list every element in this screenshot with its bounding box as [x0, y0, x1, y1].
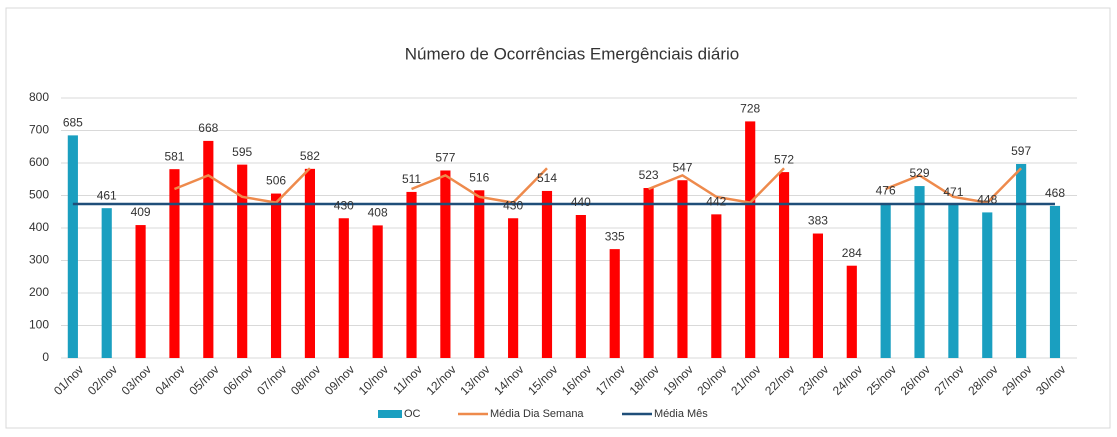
bar: [135, 225, 146, 358]
bar: [914, 186, 925, 358]
bar: [270, 193, 282, 358]
legend-swatch: [378, 410, 402, 418]
data-label: 335: [605, 229, 625, 243]
data-label: 581: [164, 149, 184, 163]
y-tick-label: 500: [29, 188, 49, 202]
y-tick-label: 100: [29, 318, 49, 332]
bar: [541, 190, 553, 358]
bar: [677, 180, 688, 358]
bar: [982, 212, 993, 358]
data-label: 448: [977, 193, 997, 207]
data-label: 595: [232, 145, 252, 159]
y-tick-label: 300: [29, 253, 49, 267]
data-label: 523: [639, 168, 659, 182]
bar: [812, 233, 823, 358]
bar: [948, 204, 959, 358]
legend-label: Média Dia Semana: [490, 408, 584, 420]
data-label: 685: [63, 116, 83, 130]
bar: [880, 203, 891, 358]
data-label: 516: [469, 170, 489, 184]
data-label: 547: [672, 160, 692, 174]
data-label: 442: [706, 195, 726, 209]
y-tick-label: 400: [29, 220, 49, 234]
data-label: 284: [842, 246, 862, 260]
y-tick-label: 200: [29, 285, 49, 299]
bar: [609, 249, 620, 358]
bar: [67, 135, 78, 358]
bar: [1049, 205, 1061, 358]
data-label: 471: [943, 185, 963, 199]
bar: [778, 172, 790, 358]
data-label: 476: [876, 183, 896, 197]
data-label: 430: [503, 198, 523, 212]
data-label: 514: [537, 171, 557, 185]
y-tick-label: 800: [29, 90, 49, 104]
bar: [169, 169, 180, 358]
bar: [1016, 163, 1027, 358]
legend-label: OC: [404, 408, 421, 420]
bar: [304, 168, 315, 358]
bar: [846, 265, 857, 358]
data-label: 582: [300, 149, 320, 163]
data-label: 440: [571, 195, 591, 209]
data-label: 668: [198, 121, 218, 135]
data-label: 572: [774, 152, 794, 166]
bar: [372, 225, 383, 358]
bar: [508, 218, 519, 358]
bar: [711, 214, 722, 358]
y-tick-label: 600: [29, 155, 49, 169]
y-tick-label: 700: [29, 123, 49, 137]
data-label: 506: [266, 174, 286, 188]
bar: [203, 140, 214, 358]
data-label: 529: [910, 166, 930, 180]
bar: [101, 208, 112, 358]
y-tick-label: 0: [42, 350, 49, 364]
bar: [643, 188, 654, 358]
data-label: 461: [97, 188, 117, 202]
data-label: 597: [1011, 144, 1031, 158]
data-label: 577: [435, 151, 455, 165]
data-label: 430: [334, 198, 354, 212]
line: [173, 167, 1023, 204]
bar: [338, 218, 349, 358]
data-label: 728: [740, 102, 760, 116]
bar: [745, 121, 756, 359]
legend-label: Média Mês: [654, 408, 708, 420]
data-label: 468: [1045, 186, 1065, 200]
data-label: 383: [808, 214, 828, 228]
bar: [237, 164, 248, 358]
bar: [575, 215, 586, 358]
data-label: 409: [131, 205, 151, 219]
data-label: 408: [368, 206, 388, 220]
bar: [474, 190, 485, 358]
chart-title: Número de Ocorrências Emergênciais diári…: [405, 44, 739, 63]
data-label: 511: [402, 172, 421, 186]
bar: [440, 170, 451, 358]
bar: [406, 191, 417, 358]
